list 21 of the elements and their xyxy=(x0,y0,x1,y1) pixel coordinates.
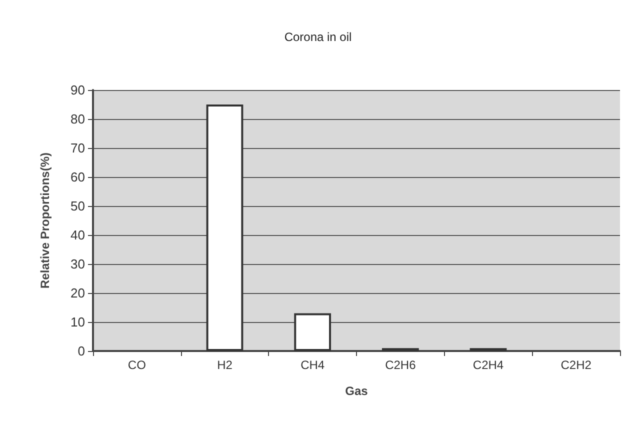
y-tick-label: 80 xyxy=(70,112,85,126)
bar xyxy=(294,313,332,351)
x-tick-label: CO xyxy=(128,358,146,372)
x-tick-label: H2 xyxy=(217,358,233,372)
x-tick-label: CH4 xyxy=(300,358,325,372)
y-tick-label: 90 xyxy=(70,82,85,98)
x-tick-label: C2H4 xyxy=(472,358,504,372)
y-tick-label: 0 xyxy=(78,344,85,358)
y-tick-label: 10 xyxy=(70,314,85,330)
x-tick-label: C2H6 xyxy=(385,358,416,372)
y-axis-title: Relative Proportions(%) xyxy=(38,152,52,289)
y-tick-label: 40 xyxy=(70,228,85,242)
x-tick-label: C2H2 xyxy=(560,358,592,372)
y-tick-label: 70 xyxy=(70,140,85,156)
y-tick-label: 50 xyxy=(70,198,85,214)
y-tick-label: 30 xyxy=(70,256,85,272)
bar xyxy=(206,104,244,351)
x-axis-title: Gas xyxy=(345,384,368,398)
y-tick-label: 20 xyxy=(70,286,85,300)
chart-title: Corona in oil xyxy=(284,30,352,44)
y-tick-label: 60 xyxy=(70,170,85,184)
